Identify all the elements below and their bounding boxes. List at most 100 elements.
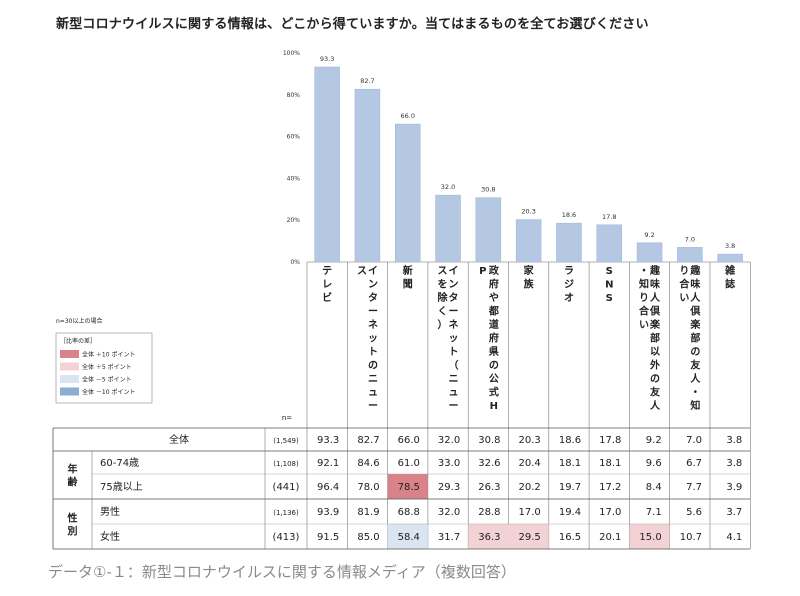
table-cell: 3.8 — [726, 458, 742, 469]
table-cell: 32.0 — [438, 507, 460, 518]
data-label-3: 32.0 — [441, 183, 455, 191]
table-cell: 92.1 — [317, 458, 339, 469]
table-cell: 9.2 — [646, 435, 662, 446]
table-cell: 7.0 — [686, 435, 702, 446]
row-n-0: (1,549) — [273, 437, 299, 445]
note-text: n=30以上の場合 — [56, 317, 102, 325]
table-cell: 5.6 — [686, 507, 702, 518]
table-cell: 19.7 — [559, 482, 581, 493]
category-label-2: 新聞 — [403, 264, 413, 291]
legend-swatch-2 — [60, 375, 79, 383]
row-n-1: (1,108) — [273, 460, 299, 468]
table-cell: 6.7 — [686, 458, 702, 469]
table-cell: 61.0 — [398, 458, 420, 469]
table-cell: 91.5 — [317, 532, 339, 543]
legend-title: ［比率の差］ — [60, 337, 96, 345]
legend-swatch-1 — [60, 362, 79, 371]
table-cell: 17.8 — [599, 435, 621, 446]
y-tick-label: 80% — [287, 92, 301, 99]
y-tick-label: 0% — [290, 259, 300, 266]
table-cell: 3.7 — [726, 507, 742, 518]
table-cell: 8.4 — [646, 482, 662, 493]
data-label-10: 3.8 — [725, 242, 735, 250]
table-cell: 20.2 — [519, 482, 541, 493]
bar-2 — [395, 123, 421, 263]
bar-0 — [314, 66, 340, 263]
bar-10 — [717, 253, 743, 263]
y-tick-label: 20% — [287, 217, 301, 224]
row-n-2: (441) — [273, 482, 300, 493]
table-cell: 9.6 — [646, 458, 662, 469]
bar-1 — [354, 88, 381, 263]
row-label-3: 男性 — [100, 505, 120, 518]
figure-caption: データ①-１：新型コロナウイルスに関する情報メディア（複数回答） — [48, 563, 516, 581]
data-label-1: 82.7 — [360, 77, 374, 85]
table-cell: 32.6 — [478, 458, 500, 469]
legend-label-3: 全体 －10 ポイント — [82, 388, 135, 396]
table-cell: 30.8 — [478, 435, 500, 446]
table-cell: 17.2 — [599, 482, 621, 493]
table-cell: 96.4 — [317, 482, 339, 493]
table-cell: 28.8 — [478, 507, 500, 518]
table-cell: 33.0 — [438, 458, 460, 469]
category-label-6: ラジオ — [564, 265, 574, 304]
highlight-cell — [508, 524, 549, 549]
row-label-0: 全体 — [169, 433, 189, 446]
bar-8 — [636, 242, 663, 263]
y-axis: 0% 20% 40% 60% 80% 100% — [283, 50, 300, 266]
category-label-3: インターネット（ニュースを除く） — [438, 265, 459, 412]
table-cell: 3.9 — [726, 482, 742, 493]
group-label-1: 年齢 — [68, 463, 79, 489]
highlight-cell — [629, 524, 670, 549]
group-label-2: 性別 — [67, 512, 78, 538]
legend-swatch-3 — [60, 387, 79, 396]
table-cell: 93.9 — [317, 507, 339, 518]
table-cell: 36.3 — [478, 532, 500, 543]
table-cell: 3.8 — [726, 435, 742, 446]
table-cell: 66.0 — [398, 435, 420, 446]
category-labels: テレビ インターネットのニュース 新聞 インターネット（ニュースを除く） 政府や都道府県… — [322, 264, 735, 412]
bar-5 — [515, 219, 542, 263]
table-cell: 29.5 — [519, 532, 541, 543]
category-label-4: 政府や都道府県の公式 HP — [479, 264, 500, 412]
table-cell: 20.1 — [599, 532, 621, 543]
table-cell: 7.7 — [686, 482, 702, 493]
bar-6 — [556, 222, 582, 263]
table-cell: 85.0 — [357, 532, 379, 543]
table-cell: 17.0 — [519, 507, 541, 518]
table-cell: 93.3 — [317, 435, 339, 446]
data-label-2: 66.0 — [401, 112, 415, 120]
data-label-4: 30.8 — [481, 186, 495, 194]
row-label-1: 60-74歳 — [100, 457, 139, 469]
y-tick-label: 100% — [283, 50, 300, 57]
category-label-5: 家族 — [524, 264, 535, 291]
data-label-6: 18.6 — [562, 211, 576, 219]
table-cell: 32.0 — [438, 435, 460, 446]
table-cell: 29.3 — [438, 482, 460, 493]
table-cell: 19.4 — [559, 507, 581, 518]
row-n-3: (1,136) — [273, 509, 299, 517]
table-cell: 78.0 — [357, 482, 379, 493]
data-label-7: 17.8 — [602, 213, 616, 221]
table-cell: 58.4 — [398, 532, 420, 543]
data-label-9: 7.0 — [685, 235, 695, 243]
table-cell: 16.5 — [559, 532, 581, 543]
bar-4 — [475, 197, 502, 263]
table-cell: 68.8 — [398, 507, 420, 518]
table-cell: 18.1 — [559, 458, 581, 469]
bar-7 — [596, 224, 622, 263]
bar-3 — [435, 194, 461, 263]
table-cell: 10.7 — [680, 532, 702, 543]
category-label-0: テレビ — [322, 265, 332, 304]
table-cell: 17.0 — [599, 507, 621, 518]
category-label-9: 趣味人倶楽部の友人・知り合い — [678, 264, 701, 412]
legend-label-1: 全体 ＋5 ポイント — [82, 363, 132, 371]
data-label-8: 9.2 — [644, 231, 654, 239]
table-cell: 31.7 — [438, 532, 460, 543]
legend-swatch-0 — [60, 350, 79, 358]
table-cell: 78.5 — [398, 482, 420, 493]
